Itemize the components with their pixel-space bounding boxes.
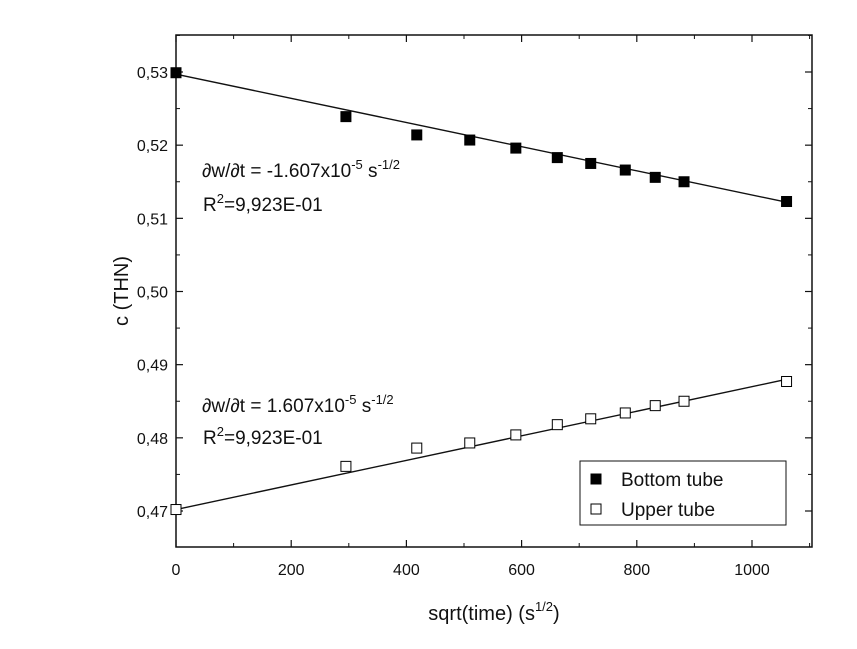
annotation-upper-slope-unit-exp: -1/2 xyxy=(371,392,393,407)
x-tick-label: 1000 xyxy=(734,562,770,579)
data-point-upper-tube xyxy=(619,407,631,419)
data-point-upper-tube xyxy=(170,504,182,516)
annotation-bottom-r2-exp: 2 xyxy=(217,191,224,206)
y-axis-ticks: 0,47 0,48 0,49 0,50 0,51 0,52 0,53 xyxy=(137,34,812,521)
data-point-upper-tube xyxy=(585,413,597,425)
data-point-bottom-tube xyxy=(678,176,690,188)
annotation-bottom-slope: ∂w/∂t = -1.607x10-5 s-1/2 xyxy=(202,157,400,182)
data-point-bottom-tube xyxy=(649,171,661,183)
annotation-upper-r2: R2=9,923E-01 xyxy=(203,424,323,449)
data-point-bottom-tube xyxy=(619,164,631,176)
annotation-upper-slope-text: ∂w/∂t = 1.607x10 xyxy=(202,396,345,417)
y-tick-label: 0,53 xyxy=(137,65,168,82)
y-tick-label: 0,52 xyxy=(137,138,168,155)
x-tick-label: 0 xyxy=(172,562,181,579)
annotation-upper-tube: ∂w/∂t = 1.607x10-5 s-1/2 R2=9,923E-01 xyxy=(202,392,394,449)
annotation-bottom-slope-unit-exp: -1/2 xyxy=(378,157,400,172)
annotation-bottom-tube-background xyxy=(200,158,452,220)
data-point-bottom-tube xyxy=(411,129,423,141)
y-tick-label: 0,50 xyxy=(137,285,168,302)
legend: Bottom tube Upper tube xyxy=(579,460,787,526)
legend-label-bottom-tube: Bottom tube xyxy=(621,470,723,491)
data-point-upper-tube xyxy=(411,442,423,454)
data-point-upper-tube xyxy=(678,395,690,407)
annotation-bottom-tube: ∂w/∂t = -1.607x10-5 s-1/2 R2=9,923E-01 xyxy=(200,157,452,220)
legend-label-upper-tube: Upper tube xyxy=(621,500,715,521)
data-point-bottom-tube xyxy=(781,196,793,208)
x-axis-title-main: sqrt(time) (s xyxy=(428,603,535,625)
annotation-bottom-slope-exp: -5 xyxy=(351,157,363,172)
x-axis-title: sqrt(time) (s1/2) xyxy=(428,599,559,625)
data-point-bottom-tube xyxy=(551,152,563,164)
annotation-upper-slope-unit: s xyxy=(356,396,371,417)
annotation-upper-slope-exp: -5 xyxy=(345,392,357,407)
y-tick-label: 0,48 xyxy=(137,431,168,448)
data-point-upper-tube xyxy=(649,400,661,412)
y-axis-title: c (THN) xyxy=(111,256,133,326)
data-point-upper-tube xyxy=(464,437,476,449)
x-axis-ticks: 0 200 400 600 800 1000 xyxy=(172,35,811,579)
x-axis-title-sup: 1/2 xyxy=(535,599,553,614)
annotation-upper-r2-value: =9,923E-01 xyxy=(224,428,323,449)
annotation-bottom-r2-value: =9,923E-01 xyxy=(224,195,323,216)
data-point-upper-tube xyxy=(781,375,793,387)
data-point-bottom-tube xyxy=(585,157,597,169)
y-tick-label: 0,49 xyxy=(137,358,168,375)
x-tick-label: 800 xyxy=(623,562,650,579)
data-point-bottom-tube xyxy=(510,142,522,154)
annotation-upper-slope: ∂w/∂t = 1.607x10-5 s-1/2 xyxy=(202,392,394,417)
data-point-upper-tube xyxy=(510,429,522,441)
data-point-bottom-tube xyxy=(340,111,352,123)
data-point-upper-tube xyxy=(340,460,352,472)
annotation-bottom-slope-text: ∂w/∂t = -1.607x10 xyxy=(202,161,351,182)
annotation-bottom-r2-label: R xyxy=(203,195,217,216)
y-tick-label: 0,47 xyxy=(137,504,168,521)
x-tick-label: 400 xyxy=(393,562,420,579)
y-tick-label: 0,51 xyxy=(137,211,168,228)
annotation-upper-r2-label: R xyxy=(203,428,217,449)
data-point-bottom-tube xyxy=(170,67,182,79)
data-point-bottom-tube xyxy=(464,134,476,146)
data-points xyxy=(170,67,793,516)
annotation-bottom-r2: R2=9,923E-01 xyxy=(203,191,323,216)
x-axis-title-tail: ) xyxy=(553,603,560,625)
legend-marker-upper-tube xyxy=(590,503,602,515)
x-tick-label: 200 xyxy=(278,562,305,579)
legend-marker-bottom-tube xyxy=(590,473,602,485)
annotation-upper-r2-exp: 2 xyxy=(217,424,224,439)
annotation-bottom-slope-unit: s xyxy=(363,161,378,182)
legend-box xyxy=(579,460,787,526)
data-point-upper-tube xyxy=(551,419,563,431)
x-tick-label: 600 xyxy=(508,562,535,579)
